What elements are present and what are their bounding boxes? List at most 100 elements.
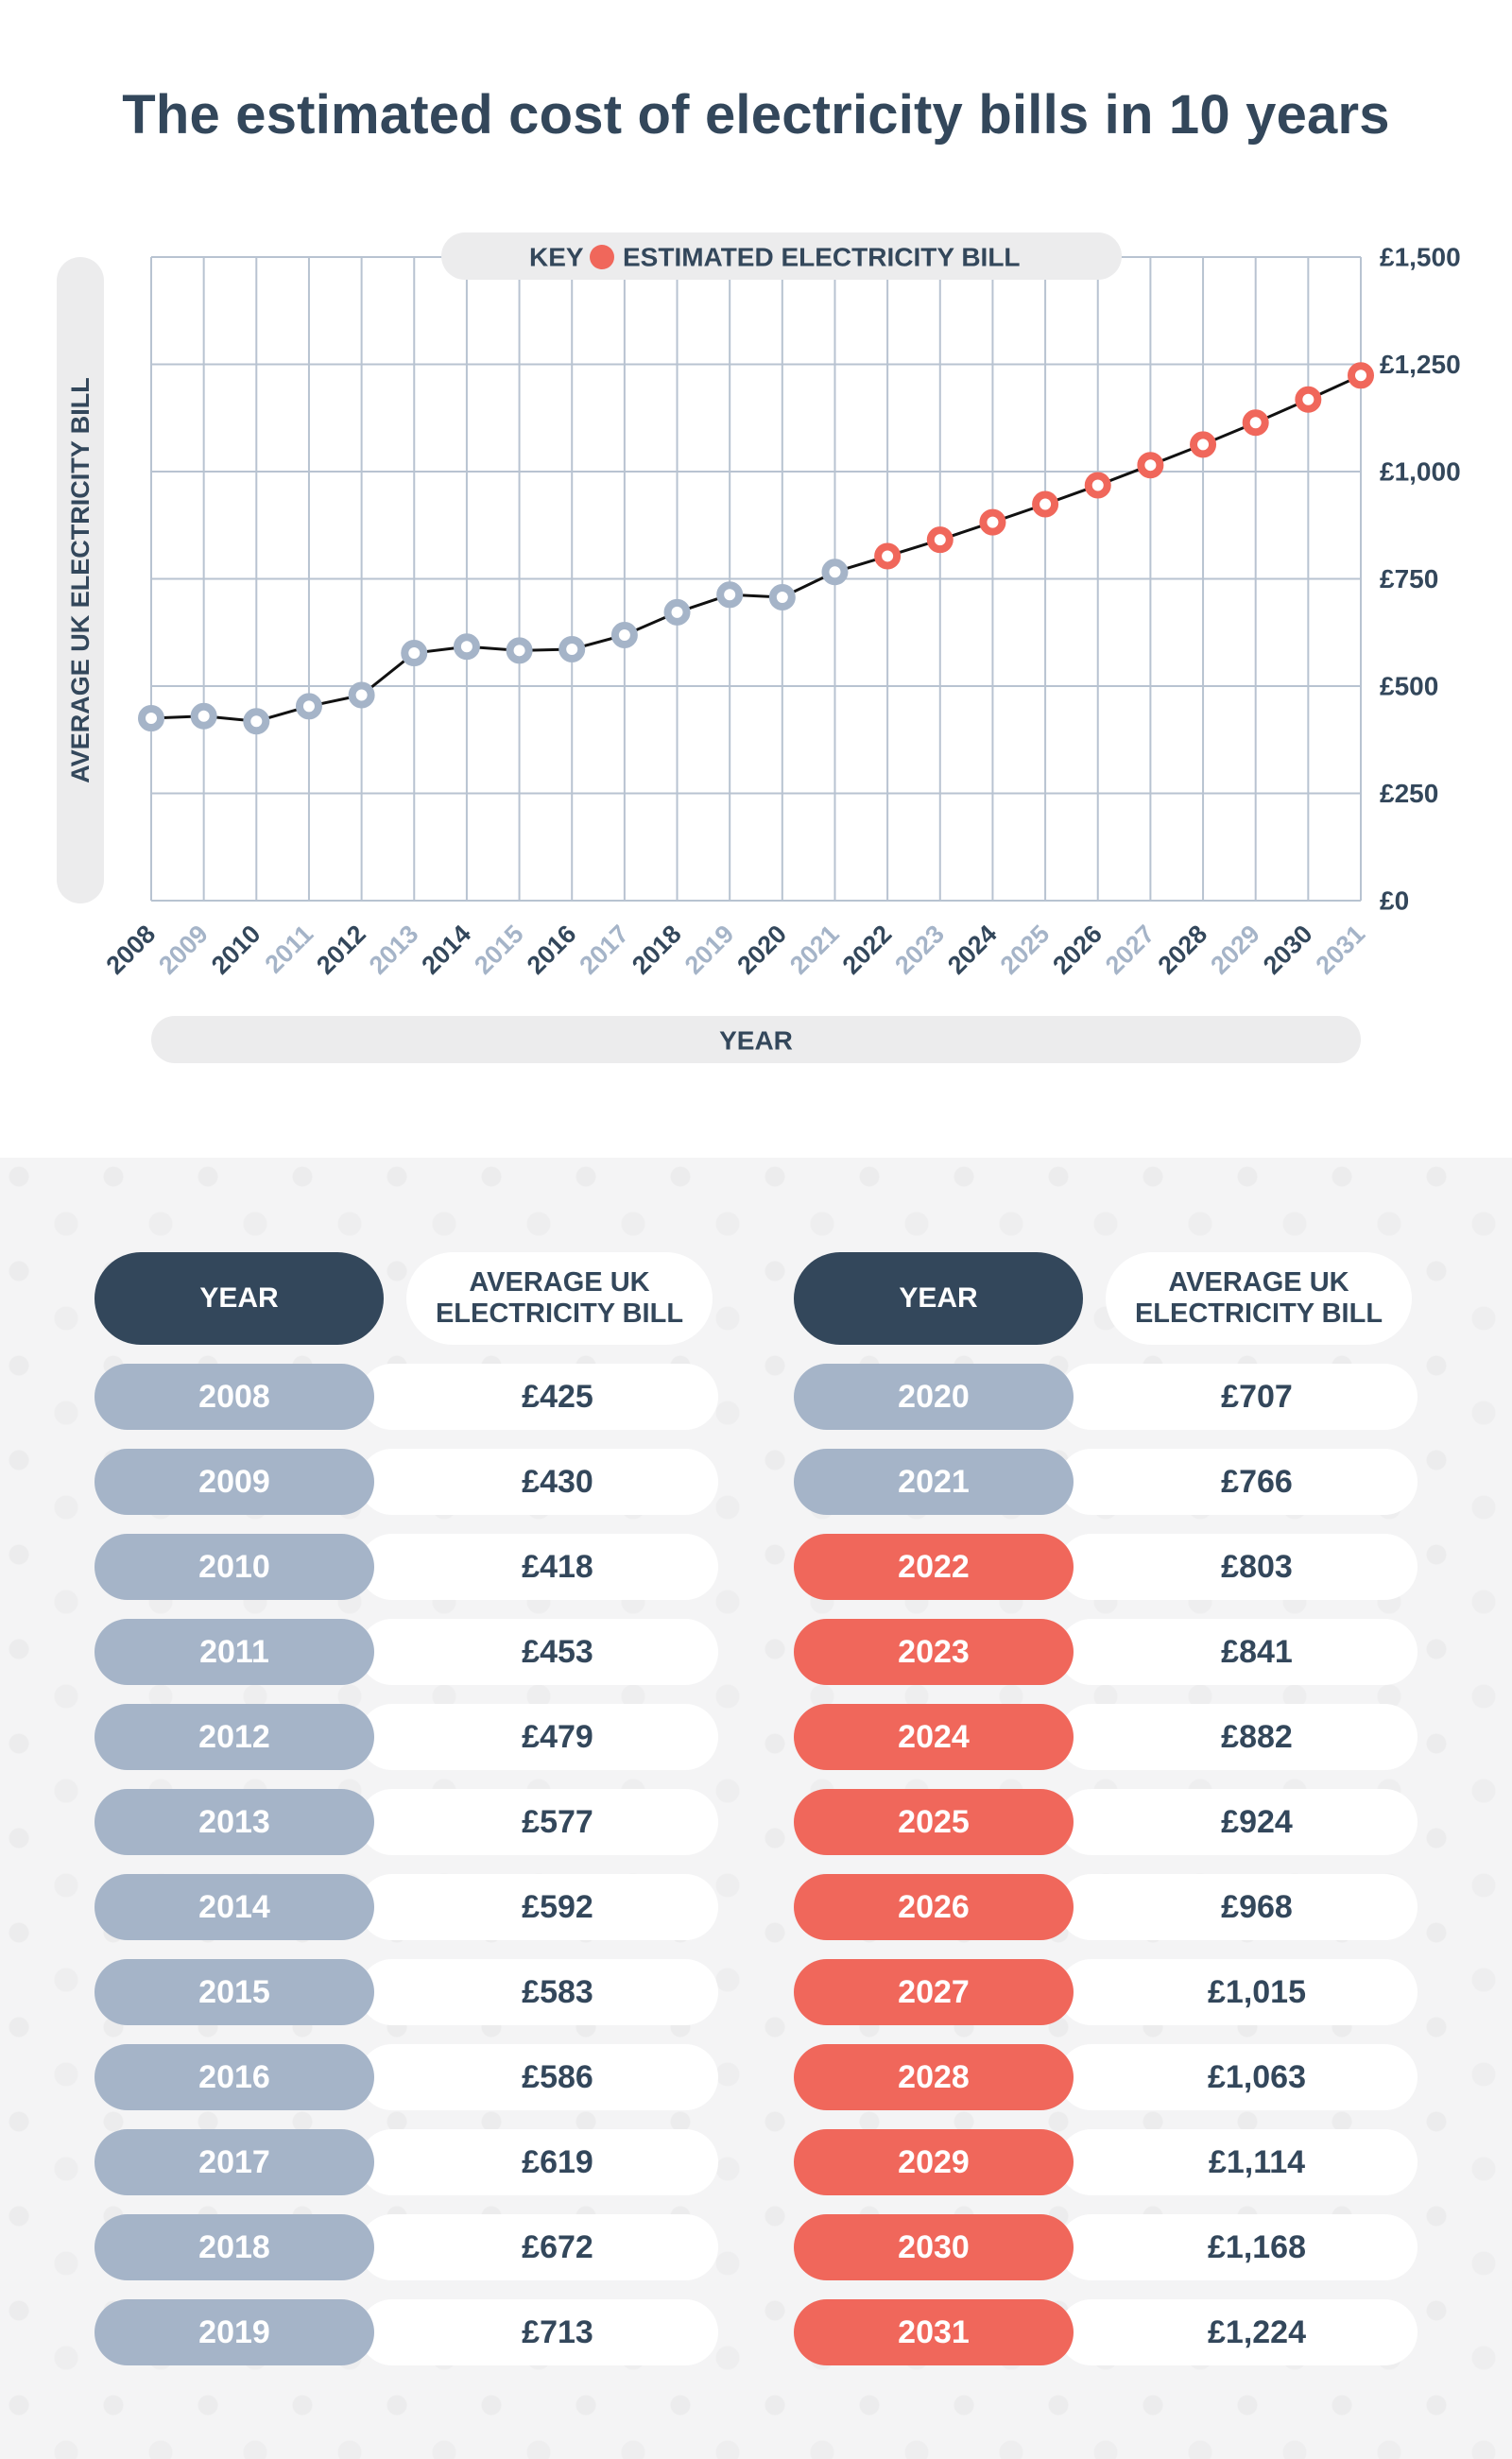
table-row: £577 2013 [94, 1789, 718, 1855]
header-bill-line2: ELECTRICITY BILL [1134, 1298, 1383, 1329]
x-tick-label: 2017 [574, 920, 634, 980]
estimated-point [1190, 431, 1217, 458]
y-tick-label: £500 [1380, 672, 1438, 701]
year-cell: 2011 [94, 1619, 374, 1685]
line-chart: AVERAGE UK ELECTRICITY BILL KEY ESTIMATE… [57, 232, 1461, 1063]
table-row: £968 2026 [794, 1874, 1418, 1940]
year-cell: 2030 [794, 2214, 1074, 2280]
historical-point [401, 640, 428, 667]
page-title: The estimated cost of electricity bills … [122, 84, 1390, 146]
historical-point [138, 705, 164, 732]
bill-cell: £803 [1058, 1534, 1418, 1600]
y-tick-label: £750 [1380, 564, 1438, 593]
bill-cell: £713 [359, 2299, 718, 2365]
estimated-point [1137, 452, 1164, 479]
historical-point [190, 702, 217, 730]
bill-cell: £430 [359, 1449, 718, 1515]
historical-point [716, 581, 744, 609]
table-row: £766 2021 [794, 1449, 1418, 1515]
bill-cell: £924 [1058, 1789, 1418, 1855]
x-tick-label: 2028 [1153, 920, 1213, 980]
table-row: £592 2014 [94, 1874, 718, 1940]
year-cell: 2019 [94, 2299, 374, 2365]
x-tick-label: 2009 [153, 920, 214, 980]
legend-marker [590, 245, 614, 269]
bill-cell: £841 [1058, 1619, 1418, 1685]
x-tick-label: 2012 [311, 920, 371, 980]
x-tick-label: 2011 [260, 920, 319, 979]
bill-cell: £1,015 [1058, 1959, 1418, 2025]
series-line [150, 373, 1362, 723]
estimated-point [1295, 386, 1322, 413]
header-bill: AVERAGE UK ELECTRICITY BILL [406, 1252, 713, 1345]
table-row: £453 2011 [94, 1619, 718, 1685]
bill-cell: £1,224 [1058, 2299, 1418, 2365]
table-row: £707 2020 [794, 1364, 1418, 1430]
x-tick-label: 2024 [942, 920, 1003, 980]
bill-cell: £453 [359, 1619, 718, 1685]
table-row: £1,224 2031 [794, 2299, 1418, 2365]
estimated-point [926, 526, 954, 554]
year-cell: 2016 [94, 2044, 374, 2110]
table-row: £1,114 2029 [794, 2129, 1418, 2195]
x-tick-label: 2008 [101, 920, 162, 980]
historical-point [348, 681, 375, 709]
table-row: £1,168 2030 [794, 2214, 1418, 2280]
x-axis-label: YEAR [719, 1026, 793, 1056]
x-tick-label: 2020 [731, 920, 792, 980]
bill-cell: £968 [1058, 1874, 1418, 1940]
x-tick-label: 2023 [889, 920, 950, 980]
estimated-point [1084, 472, 1111, 499]
historical-point [453, 633, 480, 661]
tick-labels: £0 £250 £500 £750 £1,000 £1,250 £1,500 20082009… [101, 243, 1461, 980]
year-cell: 2012 [94, 1704, 374, 1770]
table-row: £882 2024 [794, 1704, 1418, 1770]
bill-cell: £672 [359, 2214, 718, 2280]
estimated-point [874, 542, 902, 570]
x-tick-label: 2022 [837, 920, 898, 980]
x-tick-label: 2013 [364, 920, 424, 980]
year-cell: 2022 [794, 1534, 1074, 1600]
year-cell: 2031 [794, 2299, 1074, 2365]
table-row: £619 2017 [94, 2129, 718, 2195]
year-cell: 2027 [794, 1959, 1074, 2025]
y-axis-label: AVERAGE UK ELECTRICITY BILL [66, 377, 94, 783]
year-cell: 2010 [94, 1534, 374, 1600]
table-row: £586 2016 [94, 2044, 718, 2110]
header-bill-line1: AVERAGE UK [1168, 1266, 1349, 1298]
x-axis-label-pill [151, 1016, 1361, 1063]
x-tick-label: 2014 [416, 920, 476, 980]
header-bill: AVERAGE UK ELECTRICITY BILL [1106, 1252, 1412, 1345]
year-cell: 2026 [794, 1874, 1074, 1940]
estimated-point [979, 508, 1006, 536]
estimated-point [1348, 362, 1374, 389]
x-tick-label: 2018 [627, 920, 687, 980]
y-tick-label: £250 [1380, 779, 1438, 808]
table-row: £803 2022 [794, 1534, 1418, 1600]
historical-point [558, 635, 586, 662]
table-row: £924 2025 [794, 1789, 1418, 1855]
legend-key-label: KEY [529, 243, 584, 272]
table-row: £583 2015 [94, 1959, 718, 2025]
year-cell: 2014 [94, 1874, 374, 1940]
grid [150, 256, 1362, 902]
table-row: £430 2009 [94, 1449, 718, 1515]
series-polyline [150, 373, 1362, 723]
bill-cell: £583 [359, 1959, 718, 2025]
bill-cell: £1,063 [1058, 2044, 1418, 2110]
x-tick-label: 2015 [469, 920, 529, 980]
historical-point [821, 559, 849, 586]
table-row: £418 2010 [94, 1534, 718, 1600]
y-axis-label-pill [57, 257, 104, 903]
year-cell: 2020 [794, 1364, 1074, 1430]
year-cell: 2021 [794, 1449, 1074, 1515]
estimated-point [1032, 490, 1059, 518]
data-table-section: YEAR AVERAGE UK ELECTRICITY BILL £425 2008… [0, 1158, 1512, 2459]
bill-cell: £1,168 [1058, 2214, 1418, 2280]
x-tick-label: 2016 [522, 920, 582, 980]
x-tick-label: 2010 [206, 920, 266, 980]
x-tick-label: 2027 [1100, 920, 1160, 980]
estimated-point [1242, 409, 1269, 437]
bill-cell: £577 [359, 1789, 718, 1855]
table-row: £713 2019 [94, 2299, 718, 2365]
